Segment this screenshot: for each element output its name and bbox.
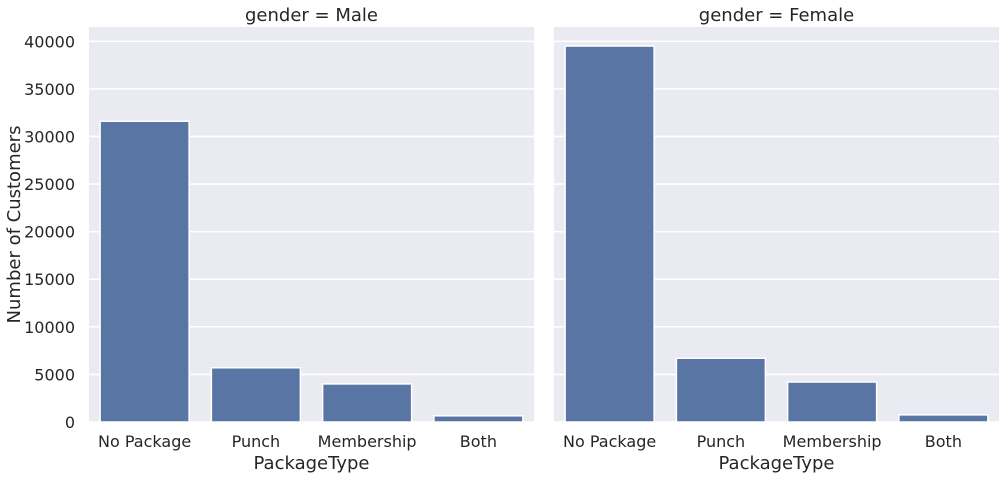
y-tick-label: 35000 [24,80,75,99]
bar [786,381,878,423]
y-tick-label: 10000 [24,318,75,337]
y-tick-label: 30000 [24,127,75,146]
bar [675,357,767,423]
x-tick-label: No Package [98,432,191,451]
x-tick-label: Both [460,432,497,451]
bar [433,415,524,423]
x-tick-label: Membership [318,432,417,451]
bar [99,120,190,423]
y-tick-label: 5000 [34,365,75,384]
y-tick-label: 25000 [24,175,75,194]
panel-title: gender = Female [699,5,854,26]
bar [898,414,989,423]
panel-title: gender = Male [245,5,378,26]
bar [321,383,413,423]
x-tick-label: No Package [563,432,656,451]
x-tick-label: Punch [232,432,281,451]
x-axis-label: PackageType [719,453,835,474]
x-tick-label: Both [925,432,962,451]
y-tick-label: 15000 [24,270,75,289]
x-tick-label: Membership [783,432,882,451]
bar [210,366,302,423]
y-tick-label: 40000 [24,32,75,51]
y-tick-label: 0 [65,413,75,432]
bar [564,45,655,423]
x-axis-label: PackageType [254,453,370,474]
x-tick-label: Punch [697,432,746,451]
y-tick-label: 20000 [24,223,75,242]
y-axis-label: Number of Customers [4,126,25,324]
